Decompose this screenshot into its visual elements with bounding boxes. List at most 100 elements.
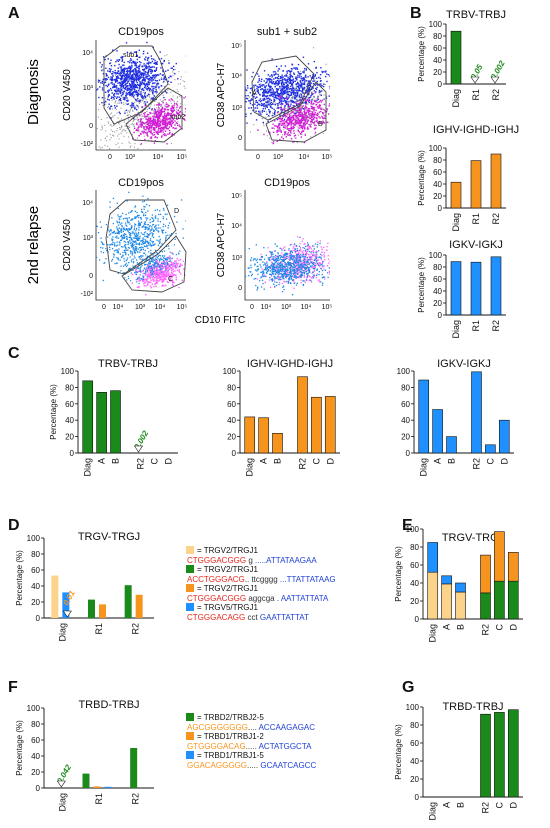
event-dot [286,124,288,126]
event-dot [101,89,104,91]
event-dot [158,118,160,120]
event-dot [146,121,148,124]
event-dot [140,91,142,93]
event-dot [129,268,131,270]
event-dot [263,89,265,91]
event-dot [311,251,313,253]
event-dot [127,74,130,76]
event-dot [154,108,156,111]
event-dot [126,94,128,96]
event-dot [109,233,112,235]
event-dot [272,141,275,143]
event-dot [284,115,287,117]
event-dot [309,112,311,114]
event-dot [277,79,279,82]
event-dot [123,237,125,239]
event-dot [138,223,140,225]
event-dot [147,264,149,266]
event-dot [107,91,109,93]
event-dot [144,58,146,60]
event-dot [171,105,173,107]
event-dot [139,274,141,276]
event-dot [267,120,269,122]
event-dot [295,76,297,78]
event-dot [140,95,142,97]
event-dot [166,54,168,56]
event-dot [131,243,133,245]
event-dot [285,121,288,124]
event-dot [135,268,137,270]
event-dot [141,96,143,98]
event-dot [267,104,269,106]
event-dot [269,91,271,93]
event-dot [306,85,308,88]
event-dot [122,228,125,230]
event-dot [116,105,118,107]
event-dot [113,92,116,95]
event-dot [115,249,117,251]
event-dot [138,113,140,115]
event-dot [150,271,153,273]
event-dot [273,108,275,111]
event-dot [301,115,303,118]
event-dot [152,46,154,48]
event-dot [147,73,149,76]
event-dot [136,127,138,129]
event-dot [101,87,104,89]
event-dot [311,114,313,116]
event-dot [110,243,112,246]
event-dot [92,242,93,243]
event-dot [130,241,132,243]
event-dot [131,89,133,91]
event-dot [158,120,160,122]
event-dot [151,58,153,60]
event-dot [166,113,168,115]
event-dot [304,120,306,122]
event-dot [170,75,172,78]
event-dot [296,91,298,93]
event-dot [276,140,278,143]
event-dot [175,278,177,281]
event-dot [104,78,106,80]
event-dot [161,108,164,110]
event-dot [297,63,300,66]
event-dot [151,274,153,276]
event-dot [119,88,121,90]
event-dot [275,77,277,79]
event-dot [293,67,295,69]
event-dot [151,272,153,274]
event-dot [121,229,123,231]
event-dot [313,90,315,92]
event-dot [153,262,155,264]
event-dot [151,86,153,88]
event-dot [155,90,157,92]
event-dot [145,102,147,104]
event-dot [291,111,293,113]
event-dot [170,124,172,127]
event-dot [265,78,267,80]
event-dot [300,86,302,88]
event-dot [281,85,283,88]
event-dot [156,273,159,276]
event-dot [308,113,310,116]
event-dot [148,95,150,97]
event-dot [158,273,160,276]
event-dot [283,91,285,93]
event-dot [166,260,168,262]
event-dot [281,252,283,254]
event-dot [292,105,294,107]
event-dot [108,89,110,91]
event-dot [129,211,132,213]
event-dot [120,256,123,258]
event-dot [150,120,152,122]
event-dot [126,238,128,240]
event-dot [119,90,121,92]
event-dot [151,76,154,79]
event-dot [296,121,298,123]
event-dot [242,103,243,104]
event-dot [141,122,143,124]
a2-ytick-2: 10⁴ [231,73,242,80]
event-dot [165,238,167,240]
event-dot [97,88,99,90]
event-dot [272,81,275,83]
